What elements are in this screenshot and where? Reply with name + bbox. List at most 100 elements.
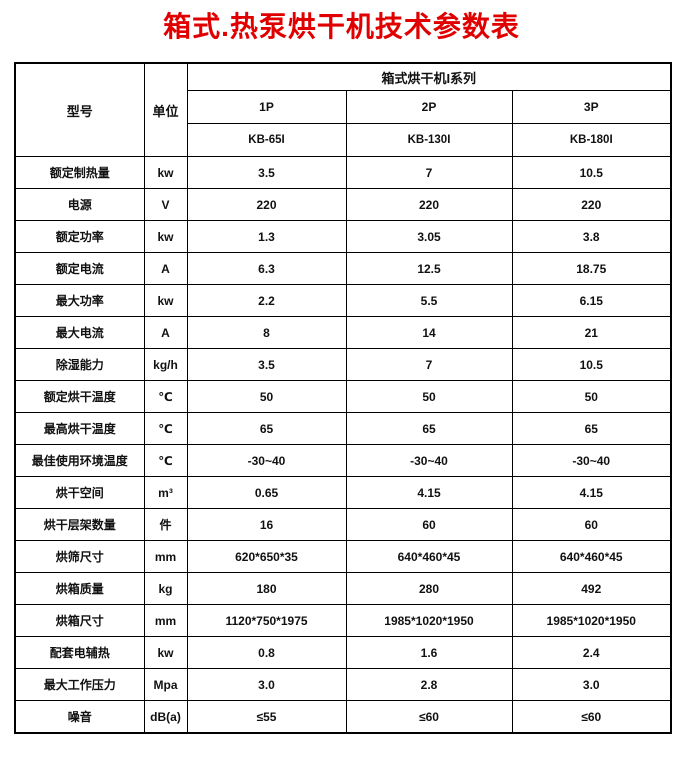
cell-value-3p: 1985*1020*1950 [511,604,672,637]
row-label: 噪音 [14,700,145,734]
table-row: 最大功率 kw 2.2 5.5 6.15 [14,284,672,317]
cell-value-1p: 0.65 [186,476,347,509]
table-row: 烘干层架数量件 16 60 60 [14,508,672,541]
table-row: 额定电流 A 6.3 12.5 18.75 [14,252,672,285]
table-row: 最高烘干温度 ℃ 65 65 65 [14,412,672,445]
cell-value-1p: 6.3 [186,252,347,285]
cell-value-3p: 3.0 [511,668,672,701]
cell-value-1p: ≤55 [186,700,347,734]
table-row: 额定制热量 kw 3.5 7 10.5 [14,156,672,189]
row-unit: kw [143,156,188,189]
cell-value-1p: -30~40 [186,444,347,477]
cell-value-1p: 8 [186,316,347,349]
table-row: 额定功率 kw 1.3 3.05 3.8 [14,220,672,253]
model-name-2p: KB-130I [345,123,513,157]
row-label: 最大功率 [14,284,145,317]
table-row: 烘箱质量 kg 180 280 492 [14,572,672,605]
table-row: 烘筛尺寸 mm 620*650*35 640*460*45 640*460*45 [14,540,672,573]
power-header-2p: 2P [345,90,513,124]
parameters-table: 型号 单位 箱式烘干机I系列 1P 2P 3P KB-65I KB-130I K… [14,62,672,734]
table-row: 噪音 dB(a) ≤55 ≤60 ≤60 [14,700,672,734]
cell-value-2p: 5.5 [345,284,513,317]
header-row-model: KB-65I KB-130I KB-180I [15,123,672,157]
cell-value-3p: 640*460*45 [511,540,672,573]
row-unit: V [143,188,188,221]
cell-value-2p: 220 [345,188,513,221]
table-row: 最大工作压力 Mpa 3.0 2.8 3.0 [14,668,672,701]
cell-value-1p: 2.2 [186,284,347,317]
cell-value-1p: 1120*750*1975 [186,604,347,637]
cell-value-3p: 4.15 [511,476,672,509]
series-header: 箱式烘干机I系列 [186,62,672,91]
model-corner-header: 型号 [14,62,145,157]
cell-value-2p: 14 [345,316,513,349]
cell-value-1p: 3.0 [186,668,347,701]
cell-value-1p: 180 [186,572,347,605]
cell-value-2p: 7 [345,348,513,381]
cell-value-3p: 50 [511,380,672,413]
row-unit: m³ [143,476,188,509]
cell-value-2p: 50 [345,380,513,413]
model-name-3p: KB-180I [511,123,672,157]
header-row-power: 1P 2P 3P [15,90,672,124]
row-unit: ℃ [143,380,188,413]
row-unit: Mpa [143,668,188,701]
row-unit: mm [143,604,188,637]
header-row-series: 型号 单位 箱式烘干机I系列 [14,62,672,157]
cell-value-3p: -30~40 [511,444,672,477]
row-label: 最佳使用环境温度 [14,444,145,477]
unit-column-header: 单位 [143,62,188,157]
cell-value-3p: 10.5 [511,156,672,189]
row-unit: A [143,316,188,349]
row-label: 烘干空间 [14,476,145,509]
row-label: 配套电辅热 [14,636,145,669]
row-unit: 件 [143,508,188,541]
table-row: 最佳使用环境温度 ℃ -30~40 -30~40 -30~40 [14,444,672,477]
row-unit: kw [143,636,188,669]
cell-value-2p: 3.05 [345,220,513,253]
table-row: 最大电流 A 8 14 21 [14,316,672,349]
cell-value-2p: 12.5 [345,252,513,285]
cell-value-3p: ≤60 [511,700,672,734]
cell-value-3p: 492 [511,572,672,605]
table-row: 烘干空间 m³ 0.65 4.15 4.15 [14,476,672,509]
row-unit: dB(a) [143,700,188,734]
cell-value-3p: 18.75 [511,252,672,285]
cell-value-1p: 50 [186,380,347,413]
row-label: 电源 [14,188,145,221]
row-label: 最高烘干温度 [14,412,145,445]
cell-value-2p: 280 [345,572,513,605]
row-label: 最大工作压力 [14,668,145,701]
row-unit: mm [143,540,188,573]
power-header-1p: 1P [186,90,347,124]
cell-value-3p: 3.8 [511,220,672,253]
cell-value-1p: 65 [186,412,347,445]
row-unit: A [143,252,188,285]
cell-value-3p: 60 [511,508,672,541]
cell-value-2p: 1.6 [345,636,513,669]
cell-value-2p: 4.15 [345,476,513,509]
cell-value-2p: 65 [345,412,513,445]
row-label: 额定电流 [14,252,145,285]
row-unit: kw [143,220,188,253]
cell-value-3p: 10.5 [511,348,672,381]
cell-value-3p: 220 [511,188,672,221]
row-unit: kg [143,572,188,605]
power-header-3p: 3P [511,90,672,124]
cell-value-1p: 16 [186,508,347,541]
row-unit: ℃ [143,412,188,445]
table-row: 除湿能力 kg/h 3.5 7 10.5 [14,348,672,381]
cell-value-3p: 21 [511,316,672,349]
row-unit: kg/h [143,348,188,381]
cell-value-2p: ≤60 [345,700,513,734]
row-label: 烘箱尺寸 [14,604,145,637]
cell-value-2p: -30~40 [345,444,513,477]
row-label: 烘箱质量 [14,572,145,605]
table-row: 配套电辅热 kw 0.8 1.6 2.4 [14,636,672,669]
cell-value-3p: 65 [511,412,672,445]
cell-value-1p: 0.8 [186,636,347,669]
cell-value-1p: 1.3 [186,220,347,253]
row-label: 除湿能力 [14,348,145,381]
row-label: 烘干层架数量 [14,508,145,541]
